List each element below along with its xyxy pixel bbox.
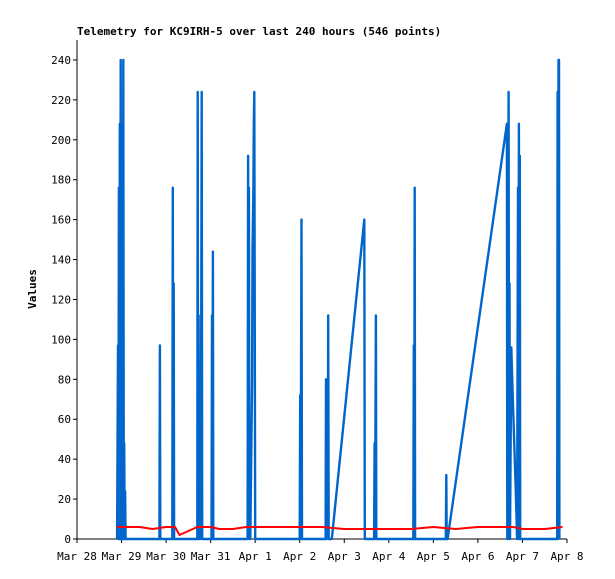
series-line-1 <box>117 526 563 536</box>
y-tick-label: 100 <box>51 333 71 346</box>
x-tick-label: Apr 5 <box>417 550 450 563</box>
x-tick-label: Apr 1 <box>239 550 272 563</box>
y-axis-label: Values <box>26 269 39 309</box>
x-tick-label: Mar 28 <box>57 550 97 563</box>
y-tick-label: 140 <box>51 254 71 267</box>
x-tick-label: Apr 3 <box>328 550 361 563</box>
y-tick-label: 200 <box>51 134 71 147</box>
series-line-0 <box>115 58 561 541</box>
y-tick-label: 40 <box>58 453 71 466</box>
x-tick-label: Mar 31 <box>191 550 231 563</box>
plot-area: 0 20 40 60 80 100 120 140 160 180 200 220 240 Mar 28 M… <box>51 40 584 563</box>
x-tick-label: Apr 6 <box>461 550 494 563</box>
y-tick-label: 80 <box>58 373 71 386</box>
x-tick-label: Mar 30 <box>146 550 186 563</box>
x-tick-label: Apr 8 <box>550 550 583 563</box>
x-tick-label: Mar 29 <box>102 550 142 563</box>
y-tick-label: 240 <box>51 54 71 67</box>
y-tick-label: 160 <box>51 214 71 227</box>
chart-title: Telemetry for KC9IRH-5 over last 240 hou… <box>77 25 441 38</box>
y-tick-label: 20 <box>58 493 71 506</box>
y-tick-label: 60 <box>58 413 71 426</box>
y-tick-label: 220 <box>51 94 71 107</box>
y-tick-label: 0 <box>64 533 71 546</box>
x-tick-label: Apr 7 <box>506 550 539 563</box>
x-tick-label: Apr 4 <box>372 550 405 563</box>
y-tick-label: 180 <box>51 174 71 187</box>
x-tick-label: Apr 2 <box>283 550 316 563</box>
y-tick-label: 120 <box>51 293 71 306</box>
